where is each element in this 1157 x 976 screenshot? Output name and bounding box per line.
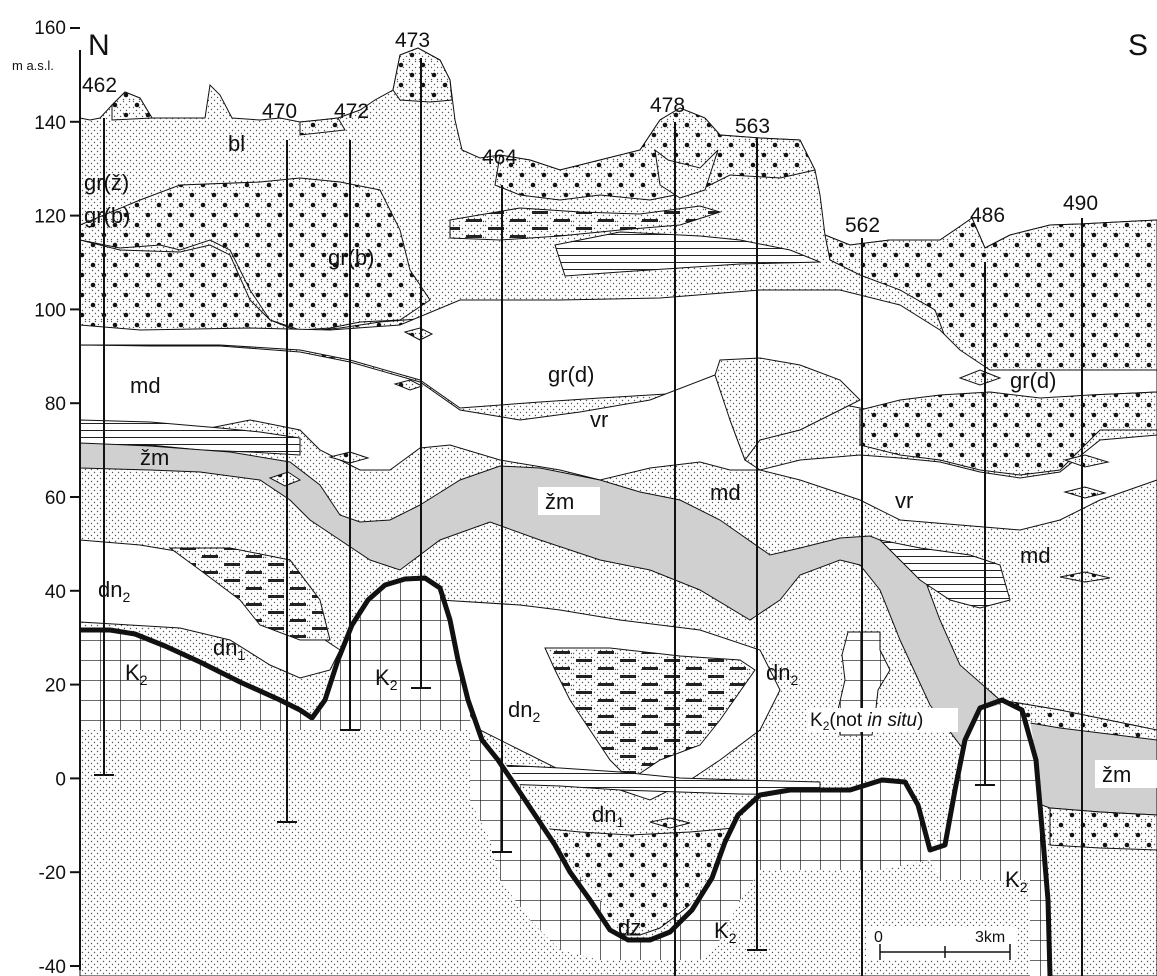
well-label: 562 <box>845 214 880 237</box>
unit-label-dz: dz <box>618 915 641 940</box>
well-label: 464 <box>482 146 517 169</box>
y-axis-tick-label: 0 <box>55 769 66 790</box>
unit-label-md: md <box>130 373 161 398</box>
y-axis-unit: m a.s.l. <box>12 58 54 73</box>
sand-pod-vr <box>714 357 861 462</box>
scale-bar: 0 3km <box>866 926 1016 960</box>
clay-upper-center <box>449 205 722 241</box>
y-axis-tick-label: 20 <box>45 676 66 697</box>
unit-label-gr-b: gr(b) <box>328 245 374 270</box>
north-label: N <box>88 29 110 62</box>
unit-label-vr: vr <box>590 407 608 432</box>
lenses <box>268 148 1111 829</box>
y-axis: 160 140 120 100 80 60 40 20 0 -20 -40 m a.s.l. <box>12 18 81 976</box>
scale-bar-end: 3km <box>975 929 1005 946</box>
unit-label-k2: K2 <box>1005 867 1028 895</box>
unit-labels: bl gr(ž) gr(b) gr(b) md gr(d) vr žm žm m… <box>84 131 1157 940</box>
unit-label-k2-not-in-situ: K2(not in situ) <box>810 710 923 733</box>
boreholes <box>94 58 1083 976</box>
well-label: 473 <box>395 29 430 52</box>
unit-label-k2: K2 <box>714 918 737 946</box>
well-label: 478 <box>650 94 685 117</box>
unit-label-gr-z: gr(ž) <box>84 170 129 195</box>
gravel-top-left <box>111 91 346 136</box>
well-labels: 462 470 472 473 464 478 563 562 486 490 <box>82 29 1098 237</box>
well-label: 470 <box>262 100 297 123</box>
unit-label-dn2: dn2 <box>766 660 798 688</box>
gravel-right <box>824 217 1157 406</box>
unit-label-gr-d: gr(d) <box>548 362 594 387</box>
y-axis-tick-label: 120 <box>34 207 66 228</box>
unit-label-dn2: dn2 <box>98 577 130 605</box>
lens-1 <box>403 327 434 341</box>
gravel-top-middle <box>494 107 816 201</box>
k2-surface-line <box>80 575 1053 976</box>
y-axis-tick-label: -20 <box>39 863 66 884</box>
unit-label-gr-d: gr(d) <box>1010 368 1056 393</box>
unit-label-dn1: dn1 <box>592 802 624 830</box>
y-axis-tick-label: -40 <box>39 957 66 976</box>
clay-lense-left <box>168 547 331 641</box>
lens-5 <box>958 369 1002 386</box>
y-axis-tick-label: 60 <box>45 488 66 509</box>
lens-6 <box>1063 454 1110 468</box>
vr-right <box>759 434 1157 531</box>
k2-center-block <box>470 702 1050 976</box>
unit-label-bl: bl <box>228 131 245 156</box>
well-label: 462 <box>82 74 117 97</box>
y-axis-tick-label: 40 <box>45 582 66 603</box>
well-label: 490 <box>1063 192 1098 215</box>
subscript-unit-labels: dn2 dn1 K2 K2 dn2 dn2 dn1 K2 K2 K2(not i… <box>98 577 1028 946</box>
unit-label-zm: žm <box>140 445 169 470</box>
laminated-right <box>878 539 1011 609</box>
lens-7 <box>1063 486 1107 499</box>
unit-label-dn2: dn2 <box>508 697 540 725</box>
well-label: 563 <box>735 115 770 138</box>
k2-basement <box>80 575 1053 976</box>
unit-label-vr: vr <box>895 488 913 513</box>
unit-label-k2: K2 <box>375 665 398 693</box>
well-label: 472 <box>334 100 369 123</box>
unit-label-md: md <box>1020 543 1051 568</box>
y-axis-tick-label: 160 <box>34 18 66 39</box>
south-label: S <box>1128 29 1148 62</box>
laminated-upper-center <box>554 231 821 277</box>
unit-label-zm: žm <box>545 489 574 514</box>
y-axis-tick-label: 100 <box>34 300 66 321</box>
y-axis-tick-label: 80 <box>45 394 66 415</box>
gravel-hill-473 <box>392 47 453 103</box>
unit-label-zm: žm <box>1102 762 1131 787</box>
scale-bar-start: 0 <box>874 929 883 946</box>
unit-label-gr-b: gr(b) <box>84 203 130 228</box>
k2-left-block <box>80 578 470 730</box>
unit-label-dn1: dn1 <box>213 635 245 663</box>
unit-label-k2: K2 <box>125 660 148 688</box>
lens-8 <box>1059 571 1111 583</box>
well-label: 486 <box>970 204 1005 227</box>
lens-9 <box>649 817 691 829</box>
clay-lense-center <box>544 647 756 781</box>
unit-label-md: md <box>710 480 741 505</box>
lens-4 <box>268 471 302 487</box>
lens-well-478-cap <box>654 148 719 199</box>
y-axis-tick-label: 140 <box>34 113 66 134</box>
